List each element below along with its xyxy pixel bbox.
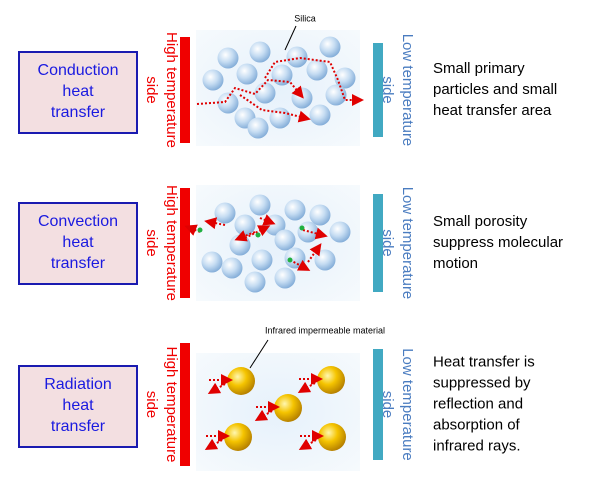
- silica-particle: [251, 249, 273, 271]
- method-box: [18, 51, 138, 134]
- gas-molecule: [255, 232, 261, 238]
- heat-arrow: [234, 230, 256, 242]
- cold-side-label: Low temperature: [399, 34, 416, 147]
- silica-particle: [214, 202, 236, 224]
- method-label: Convection: [38, 213, 118, 230]
- cold-bar: [373, 43, 383, 137]
- silica-particle: [221, 257, 243, 279]
- silica-particle: [269, 107, 291, 129]
- cold-side-label: Low temperature: [399, 187, 416, 300]
- gas-molecule: [287, 257, 293, 263]
- description: motion: [433, 255, 478, 272]
- description: Small porosity: [433, 213, 528, 230]
- silica-particle: [309, 204, 331, 226]
- method-label: heat: [62, 83, 94, 100]
- heat-arrow: [302, 227, 328, 240]
- description: suppress molecular: [433, 234, 563, 251]
- method-box: [18, 202, 138, 285]
- silica-particle: [249, 194, 271, 216]
- hot-side-label: side: [143, 76, 160, 104]
- silica-particle: [319, 36, 341, 58]
- annotation: Silica: [294, 13, 316, 23]
- hot-side-label: side: [143, 391, 160, 419]
- description: heat transfer area: [433, 102, 552, 119]
- silica-particle: [306, 59, 328, 81]
- method-label: Radiation: [44, 376, 112, 393]
- silica-particle: [314, 249, 336, 271]
- ir-particle: [317, 366, 345, 394]
- hot-side-label: High temperature: [163, 32, 180, 148]
- cold-bar: [373, 194, 383, 292]
- method-box: [18, 365, 138, 448]
- ir-particle: [274, 394, 302, 422]
- description: Heat transfer is: [433, 353, 535, 370]
- cold-side-label: side: [379, 391, 396, 419]
- silica-particle: [291, 87, 313, 109]
- heat-arrow: [307, 243, 322, 263]
- method-label: heat: [62, 234, 94, 251]
- silica-particle: [234, 214, 256, 236]
- hot-bar: [180, 188, 190, 298]
- ir-particle: [318, 423, 346, 451]
- hot-side-label: High temperature: [163, 185, 180, 301]
- cold-side-label: side: [379, 76, 396, 104]
- hot-bar: [180, 37, 190, 143]
- method-label: transfer: [51, 255, 106, 272]
- silica-particle: [202, 69, 224, 91]
- silica-particle: [244, 271, 266, 293]
- cold-side-label: side: [379, 229, 396, 257]
- hot-bar: [180, 343, 190, 466]
- method-label: transfer: [51, 104, 106, 121]
- description: reflection and: [433, 395, 523, 412]
- silica-particle: [217, 92, 239, 114]
- heat-arrow: [259, 214, 276, 226]
- silica-particle: [284, 247, 306, 269]
- silica-particle: [254, 82, 276, 104]
- silica-particle: [249, 41, 271, 63]
- silica-particle: [309, 104, 331, 126]
- ir-particle: [227, 367, 255, 395]
- description: suppressed by: [433, 374, 531, 391]
- silica-particle: [236, 63, 258, 85]
- heat-arrow: [204, 217, 226, 230]
- silica-particle: [201, 251, 223, 273]
- silica-particle: [274, 267, 296, 289]
- silica-particle: [329, 221, 351, 243]
- method-label: transfer: [51, 418, 106, 435]
- silica-particle: [217, 47, 239, 69]
- description: particles and small: [433, 81, 557, 98]
- method-label: heat: [62, 397, 94, 414]
- description: Small primary: [433, 60, 525, 77]
- silica-particle: [284, 199, 306, 221]
- silica-particle: [271, 64, 293, 86]
- description: infrared rays.: [433, 437, 521, 454]
- heat-arrow: [289, 259, 311, 271]
- silica-particle: [274, 229, 296, 251]
- cold-side-label: Low temperature: [399, 348, 416, 461]
- heat-arrow: [239, 94, 311, 123]
- annotation: Infrared impermeable material: [265, 325, 385, 335]
- gas-molecule: [299, 225, 305, 231]
- silica-particle: [247, 117, 269, 139]
- silica-particle: [286, 46, 308, 68]
- gas-molecule: [197, 227, 203, 233]
- heat-arrow: [196, 78, 304, 105]
- ir-particle: [224, 423, 252, 451]
- hot-side-label: side: [143, 229, 160, 257]
- method-label: Conduction: [38, 62, 119, 79]
- silica-particle: [325, 84, 347, 106]
- description: absorption of: [433, 416, 521, 433]
- annotation-line: [284, 25, 297, 51]
- cold-bar: [373, 349, 383, 460]
- annotation-line: [249, 339, 269, 369]
- hot-side-label: High temperature: [163, 347, 180, 463]
